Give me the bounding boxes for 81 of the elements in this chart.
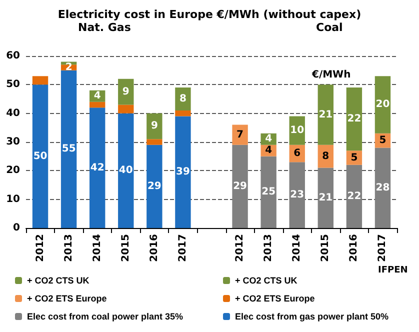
data-label: 28	[376, 182, 390, 194]
bar	[318, 84, 334, 145]
data-label: 21	[318, 192, 333, 204]
data-label: 42	[90, 162, 104, 174]
y-tick-label: 30	[6, 136, 20, 148]
chart-title: Electricity cost in Europe €/MWh (without capex)	[58, 8, 362, 21]
legend-label: + CO2 CTS UK	[27, 276, 90, 286]
text: Coal	[316, 21, 343, 34]
data-label: 23	[290, 190, 304, 201]
bar	[146, 139, 162, 145]
data-label: 39	[176, 166, 190, 178]
data-label: 29	[233, 180, 248, 192]
bar	[175, 88, 191, 110]
data-label: 8	[322, 150, 330, 162]
x-tick-label: 2014	[292, 234, 303, 262]
legend-label: Elec cost from gas power plant 50%	[235, 312, 389, 322]
legend-label: + CO2 CTS UK	[235, 276, 298, 286]
bar	[146, 144, 162, 228]
data-label: 50	[33, 150, 48, 162]
bar	[146, 113, 162, 140]
bar	[32, 84, 48, 228]
data-label: 21	[318, 109, 333, 120]
x-tick-label: 2016	[348, 234, 360, 262]
x-tick-label: 2013	[263, 234, 274, 262]
x-tick-label: 2016	[148, 234, 160, 262]
bar	[90, 102, 106, 108]
x-tick-label: 2017	[377, 234, 388, 262]
data-label: 10	[290, 125, 304, 136]
data-label: 6	[294, 148, 301, 159]
data-label: 5	[350, 152, 358, 164]
data-label: 9	[122, 86, 130, 98]
data-label: 4	[265, 134, 272, 145]
x-tick-label: 2013	[63, 234, 74, 262]
bar	[175, 110, 191, 116]
bar	[90, 108, 106, 228]
bar	[260, 156, 276, 228]
data-label: 22	[347, 190, 362, 202]
bar	[346, 88, 362, 151]
bar	[318, 168, 334, 228]
data-label: 2	[65, 62, 72, 73]
y-tick-label: 20	[6, 165, 20, 176]
data-label: 20	[376, 99, 390, 110]
x-tick-label: 2014	[92, 234, 103, 262]
bar	[118, 104, 134, 114]
y-tick-label: 50	[6, 79, 20, 90]
data-label: 40	[118, 165, 133, 176]
y-tick-label: 60	[6, 50, 20, 62]
data-label: 4	[94, 90, 101, 102]
x-tick-label: 2012	[34, 234, 46, 262]
data-label: 55	[62, 144, 76, 155]
legend-label: + CO2 ETS Europe	[27, 294, 107, 304]
legend-label: + CO2 ETS Europe	[235, 294, 315, 304]
y-tick-label: 10	[6, 194, 20, 205]
x-tick-label: 2017	[177, 234, 188, 262]
data-label: 9	[150, 120, 158, 132]
annotation: €/MWh	[311, 70, 351, 80]
bar	[374, 148, 391, 228]
bar	[374, 76, 391, 134]
data-label: 22	[347, 114, 362, 125]
data-label: 7	[236, 129, 244, 140]
bar	[118, 113, 134, 228]
bar	[32, 76, 48, 85]
text: Nat. Gas	[78, 21, 132, 34]
y-tick-label: 0	[13, 222, 20, 234]
bar	[232, 144, 248, 228]
x-tick-label: 2015	[120, 234, 132, 262]
bar	[232, 124, 248, 145]
bar	[175, 116, 191, 228]
bar	[60, 70, 77, 228]
legend-label: Elec cost from coal power plant 35%	[27, 312, 184, 322]
bar	[346, 164, 362, 228]
data-label: 4	[265, 145, 272, 156]
text: IFPEN	[378, 266, 408, 276]
data-label: 5	[379, 135, 386, 146]
data-label: 25	[262, 186, 276, 198]
data-label: 29	[147, 180, 162, 192]
data-label: 8	[179, 94, 186, 104]
bar	[289, 162, 305, 228]
x-tick-label: 2015	[320, 234, 332, 262]
y-tick-label: 40	[6, 108, 20, 119]
x-tick-label: 2012	[234, 234, 246, 262]
